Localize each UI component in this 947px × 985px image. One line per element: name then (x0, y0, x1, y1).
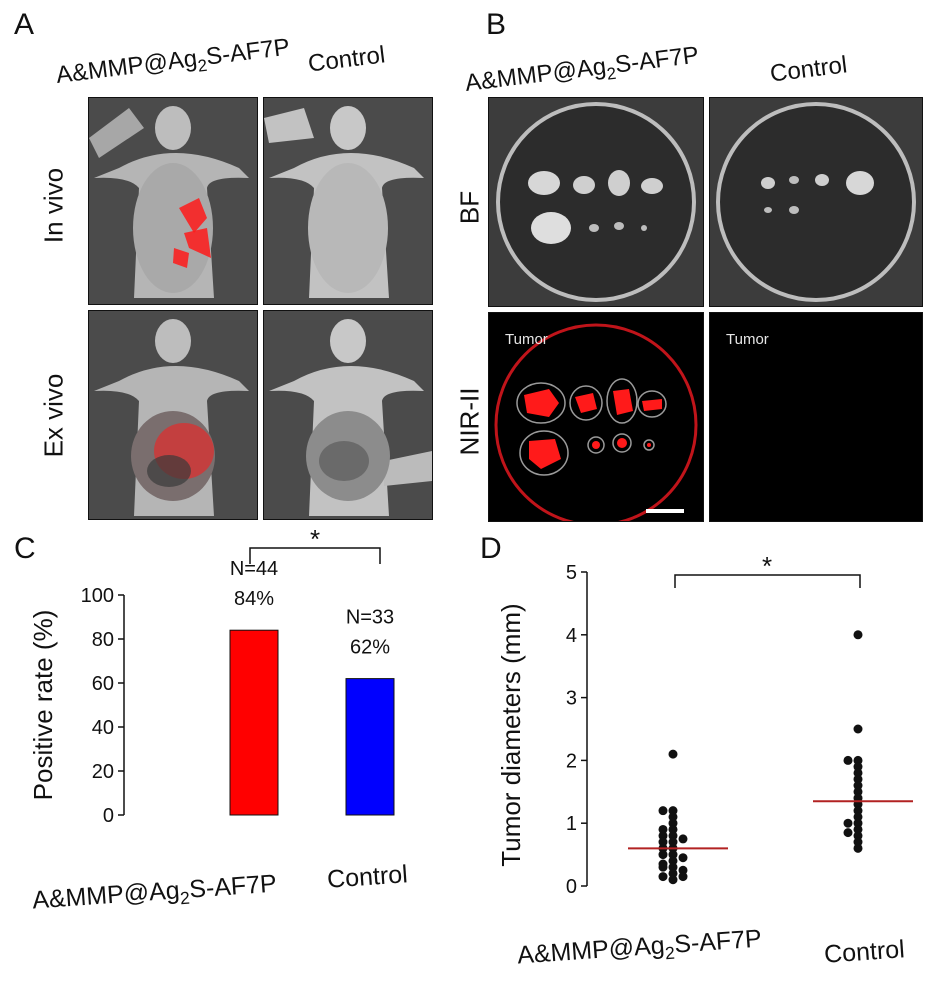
panel-c-letter: C (14, 532, 36, 565)
data-point (853, 774, 863, 784)
data-point (668, 868, 678, 878)
panel-a-probe-title: A&MMP@Ag2S-AF7P (54, 33, 292, 90)
data-point (668, 812, 678, 822)
row-label-in-vivo: In vivo (38, 167, 69, 244)
mouse-invivo-probe-image (88, 97, 258, 305)
y-tick-label: 0 (566, 876, 577, 898)
data-point (668, 862, 678, 872)
data-point (843, 818, 853, 828)
data-point (853, 724, 863, 734)
y-axis-label: Positive rate (%) (28, 610, 58, 801)
panel-a-control-title: Control (306, 41, 387, 78)
y-tick-label: 1 (566, 813, 577, 835)
bar-n-label: N=33 (346, 607, 394, 629)
data-point (853, 755, 863, 765)
y-tick-label: 3 (566, 688, 577, 710)
nir-control-dish-image: Tumor (709, 312, 923, 522)
data-point (658, 872, 668, 882)
nir-probe-dish-image: Tumor (488, 312, 704, 522)
mouse-invivo-control-image (263, 97, 433, 305)
data-point (853, 768, 863, 778)
data-point (658, 862, 668, 872)
data-point (853, 806, 863, 816)
data-point (668, 837, 678, 847)
data-point (658, 837, 668, 847)
data-point (678, 834, 688, 844)
panel-b-control-title: Control (768, 51, 849, 88)
panel-a-letter: A (14, 8, 35, 41)
y-tick-label: 20 (92, 761, 114, 783)
data-point (843, 828, 853, 838)
data-point (668, 856, 678, 866)
panel-b-letter: B (486, 8, 507, 41)
data-point (853, 837, 863, 847)
scale-bar (646, 509, 684, 513)
y-tick-label: 4 (566, 625, 577, 647)
y-tick-label: 2 (566, 750, 577, 772)
x-category-label: A&MMP@Ag2S-AF7P (31, 870, 278, 919)
tumor-label-probe: Tumor (505, 331, 548, 348)
bar-1 (345, 678, 395, 816)
x-category-label: Control (823, 935, 905, 969)
y-tick-label: 100 (81, 585, 114, 607)
data-point (853, 781, 863, 791)
bar-pct-label: 84% (234, 588, 274, 610)
y-tick-label: 5 (566, 562, 577, 584)
data-point (853, 824, 863, 834)
data-point (853, 831, 863, 841)
bar-pct-label: 62% (350, 637, 390, 659)
data-point (658, 824, 668, 834)
data-point (853, 818, 863, 828)
data-point (658, 806, 668, 816)
data-point (853, 762, 863, 772)
data-point (853, 630, 863, 640)
data-point (668, 806, 678, 816)
panel-d-letter: D (480, 532, 502, 565)
row-label-bf: BF (454, 190, 485, 225)
data-point (843, 755, 853, 765)
data-point (853, 787, 863, 797)
positive-rate-chart: 0 20 40 60 80 100 Positive rate (%) N=44 84% N=33… (28, 524, 409, 919)
bf-probe-dish-image (488, 97, 704, 307)
y-tick-label: 60 (92, 673, 114, 695)
data-point (678, 872, 688, 882)
data-point (678, 865, 688, 875)
data-point (668, 818, 678, 828)
bf-control-dish-image (709, 97, 923, 307)
significance-marker: * (310, 524, 320, 554)
data-point (668, 831, 678, 841)
y-axis-label: Tumor diameters (mm) (496, 603, 526, 866)
x-category-label: Control (326, 860, 408, 894)
x-category-label: A&MMP@Ag2S-AF7P (516, 925, 763, 974)
y-tick-label: 0 (103, 805, 114, 827)
tumor-label-control: Tumor (726, 331, 769, 348)
data-point (668, 824, 678, 834)
mouse-exvivo-probe-image (88, 310, 258, 520)
data-point (658, 831, 668, 841)
significance-bracket (674, 574, 861, 588)
row-label-ex-vivo: Ex vivo (38, 373, 69, 458)
bar-n-label: N=44 (230, 558, 278, 580)
panel-b-probe-title: A&MMP@Ag2S-AF7P (463, 41, 701, 98)
data-point (678, 853, 688, 863)
mouse-exvivo-control-image (263, 310, 433, 520)
y-tick-label: 80 (92, 629, 114, 651)
y-tick-label: 40 (92, 717, 114, 739)
significance-bracket (249, 547, 381, 564)
data-point (853, 843, 863, 853)
tumor-diameter-chart: 0 1 2 3 4 5 Tumor diameters (mm) * A&MMP@Ag2S-AF… (496, 551, 913, 974)
data-point (668, 749, 678, 759)
data-point (853, 812, 863, 822)
data-point (668, 875, 678, 885)
data-point (668, 850, 678, 860)
data-point (658, 850, 668, 860)
bar-0 (229, 629, 279, 816)
row-label-nir-ii: NIR-II (454, 387, 485, 456)
significance-marker: * (762, 551, 772, 581)
